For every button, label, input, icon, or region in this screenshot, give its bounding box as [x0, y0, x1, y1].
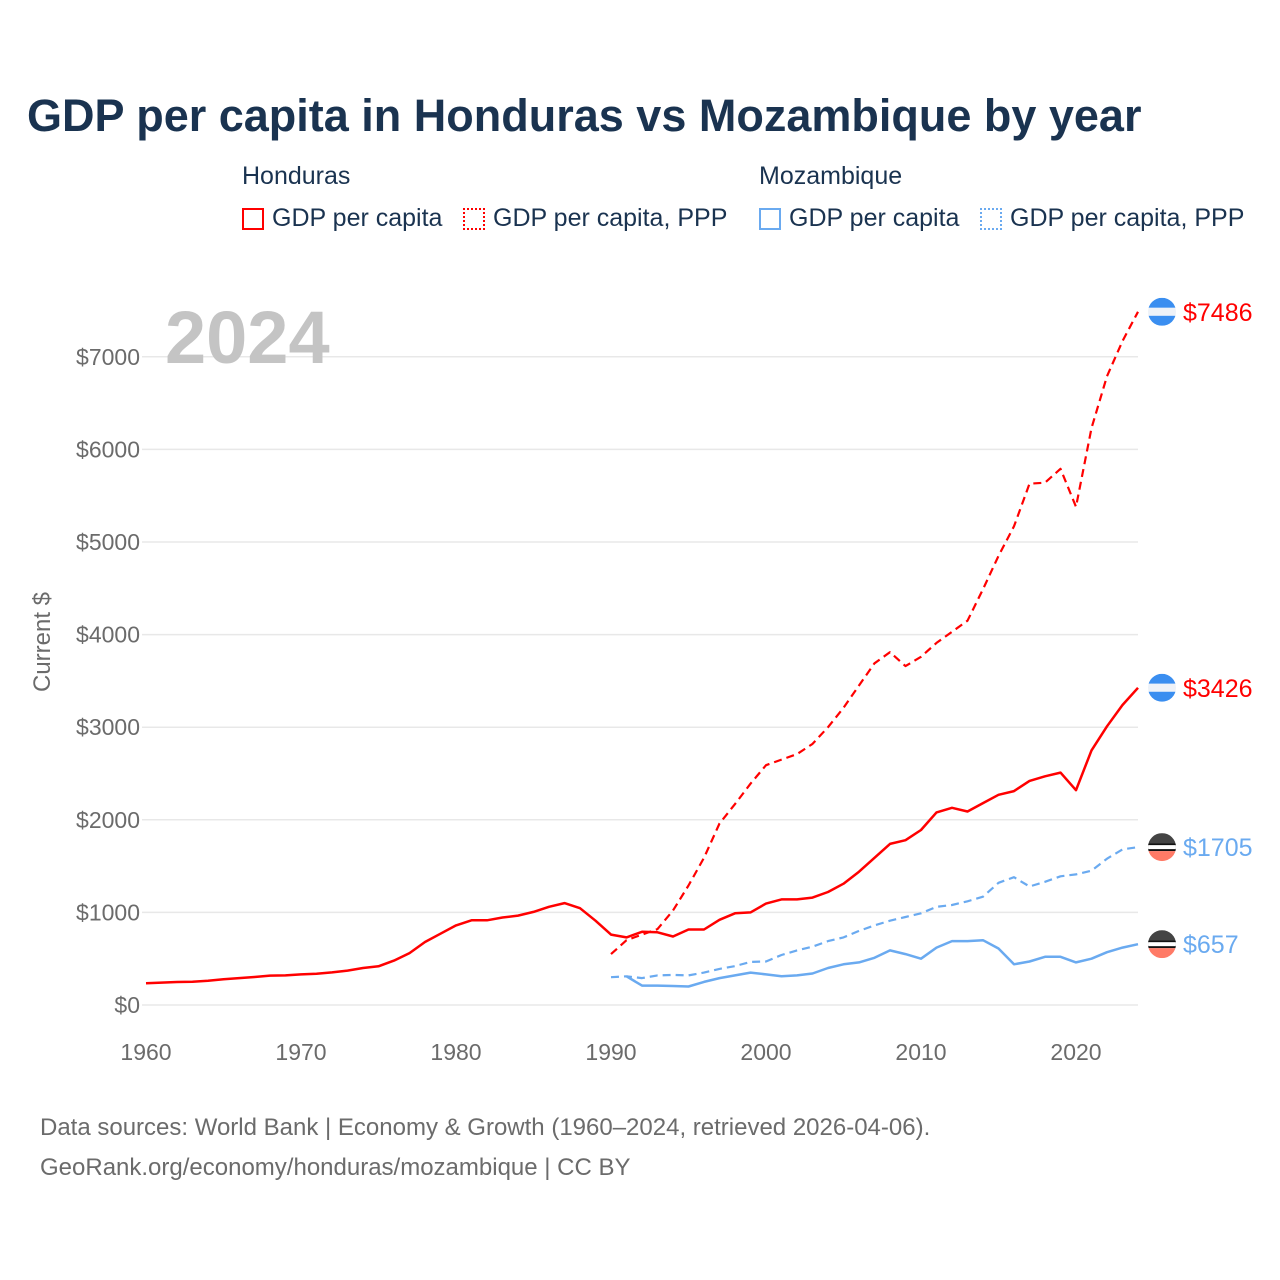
end-value-label: $657 — [1183, 931, 1239, 959]
legend-label: GDP per capita — [272, 204, 443, 232]
mozambique-flag-icon — [1148, 930, 1176, 959]
x-tick-label: 2000 — [740, 1039, 791, 1065]
legend-item[interactable]: GDP per capita, PPP — [463, 204, 727, 233]
series-line — [610, 311, 1139, 955]
x-tick-label: 1970 — [275, 1039, 326, 1065]
legend-swatch-dotted — [463, 207, 485, 230]
x-tick-label: 2020 — [1050, 1039, 1101, 1065]
source-line: Data sources: World Bank | Economy & Gro… — [40, 1114, 931, 1141]
legend-group-title: Honduras — [242, 162, 351, 190]
honduras-flag-icon — [1148, 673, 1176, 702]
x-tick-label: 1960 — [120, 1039, 171, 1065]
y-tick-label: $1000 — [76, 899, 140, 925]
x-tick-label: 2010 — [895, 1039, 946, 1065]
legend-swatch-solid — [759, 207, 781, 230]
legend-group-title: Mozambique — [759, 162, 903, 190]
legend-item[interactable]: GDP per capita — [242, 204, 442, 233]
legend-label: GDP per capita, PPP — [493, 204, 728, 232]
y-tick-label: $5000 — [76, 529, 140, 555]
legend-item[interactable]: GDP per capita — [759, 204, 959, 233]
source-footer: Data sources: World Bank | Economy & Gro… — [40, 1108, 930, 1188]
legend-label: GDP per capita, PPP — [1010, 204, 1245, 232]
end-value-label: $7486 — [1183, 299, 1253, 327]
end-value-label: $1705 — [1183, 834, 1253, 862]
legend-swatch-solid — [242, 207, 264, 230]
y-axis-label: Current $ — [29, 592, 56, 692]
mozambique-flag-icon — [1148, 833, 1176, 862]
y-tick-label: $6000 — [76, 436, 140, 462]
legend-item[interactable]: GDP per capita, PPP — [980, 204, 1244, 233]
y-tick-label: $4000 — [76, 622, 140, 648]
series-line — [625, 938, 1139, 988]
y-tick-label: $0 — [114, 992, 140, 1018]
series-line — [610, 846, 1139, 980]
legend-label: GDP per capita — [789, 204, 960, 232]
y-tick-label: $3000 — [76, 714, 140, 740]
chart-title: GDP per capita in Honduras vs Mozambique… — [27, 90, 1142, 141]
x-tick-label: 1990 — [585, 1039, 636, 1065]
end-value-label: $3426 — [1183, 675, 1253, 703]
year-overlay: 2024 — [165, 296, 330, 379]
x-tick-label: 1980 — [430, 1039, 481, 1065]
legend-swatch-dotted — [980, 207, 1002, 230]
source-url[interactable]: GeoRank.org/economy/honduras/mozambique … — [40, 1154, 631, 1181]
y-tick-label: $2000 — [76, 807, 140, 833]
y-tick-label: $7000 — [76, 344, 140, 370]
honduras-flag-icon — [1148, 297, 1176, 326]
series-line — [145, 686, 1139, 985]
